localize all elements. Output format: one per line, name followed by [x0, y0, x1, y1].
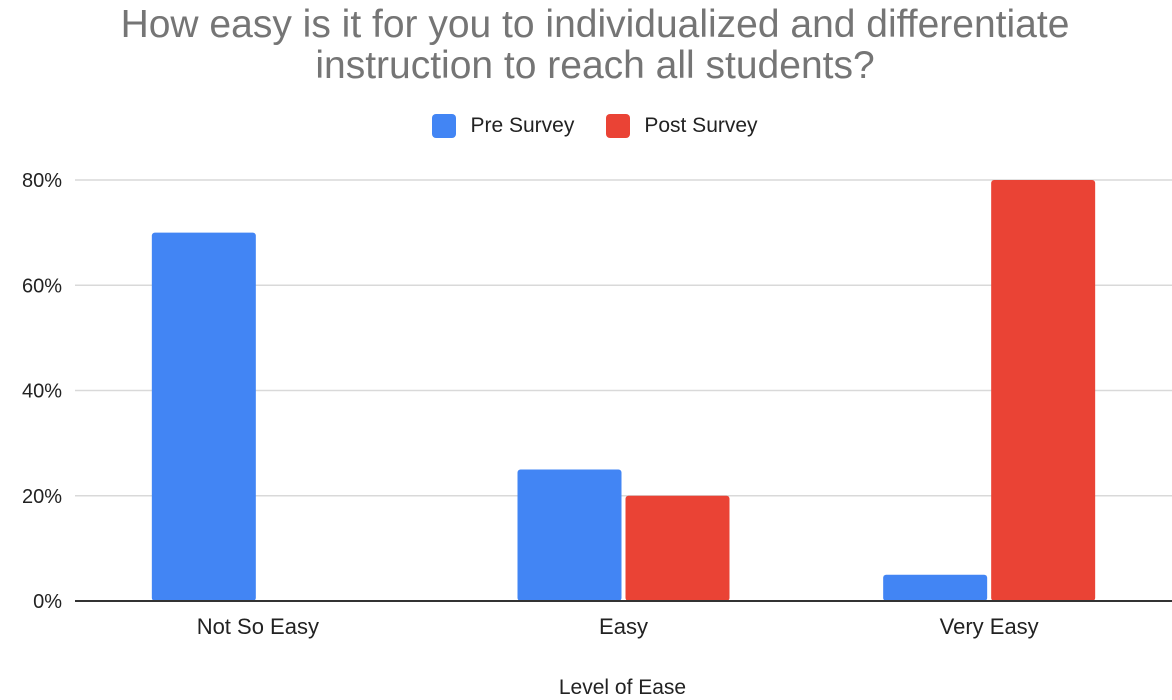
y-tick-label: 20%: [22, 486, 62, 508]
legend: Pre Survey Post Survey: [0, 114, 1172, 138]
legend-swatch-post-survey: [606, 114, 631, 138]
legend-item-pre-survey[interactable]: Pre Survey: [432, 114, 574, 138]
bar-pre-survey-very-easy[interactable]: [883, 574, 988, 601]
legend-label-pre-survey: Pre Survey: [470, 114, 575, 137]
labels: 0% 20% 40% 60% 80% Not So Easy Easy Very Easy Le…: [22, 170, 1039, 699]
y-tick-label: 80%: [22, 170, 62, 192]
legend-item-post-survey[interactable]: Post Survey: [606, 114, 758, 138]
x-tick-label: Not So Easy: [197, 614, 319, 639]
chart-title: How easy is it for you to individualized…: [0, 4, 1172, 86]
bar-pre-survey-easy[interactable]: [517, 469, 622, 601]
bar-post-survey-easy[interactable]: [625, 495, 730, 601]
bars: [151, 180, 1096, 601]
y-tick-label: 0%: [33, 591, 62, 613]
y-tick-label: 40%: [22, 381, 62, 403]
bar-pre-survey-not-so-easy[interactable]: [151, 232, 256, 601]
bar-post-survey-very-easy[interactable]: [991, 180, 1096, 601]
legend-label-post-survey: Post Survey: [644, 114, 758, 137]
chart-title-line-1: How easy is it for you to individualized…: [120, 3, 1070, 46]
chart-title-line-2: instruction to reach all students?: [315, 44, 875, 87]
gridlines: [75, 179, 1172, 497]
x-tick-label: Easy: [599, 614, 648, 639]
y-tick-label: 60%: [22, 275, 62, 297]
legend-swatch-pre-survey: [432, 114, 457, 138]
x-tick-label: Very Easy: [940, 614, 1039, 639]
x-axis-title: Level of Ease: [559, 676, 686, 699]
